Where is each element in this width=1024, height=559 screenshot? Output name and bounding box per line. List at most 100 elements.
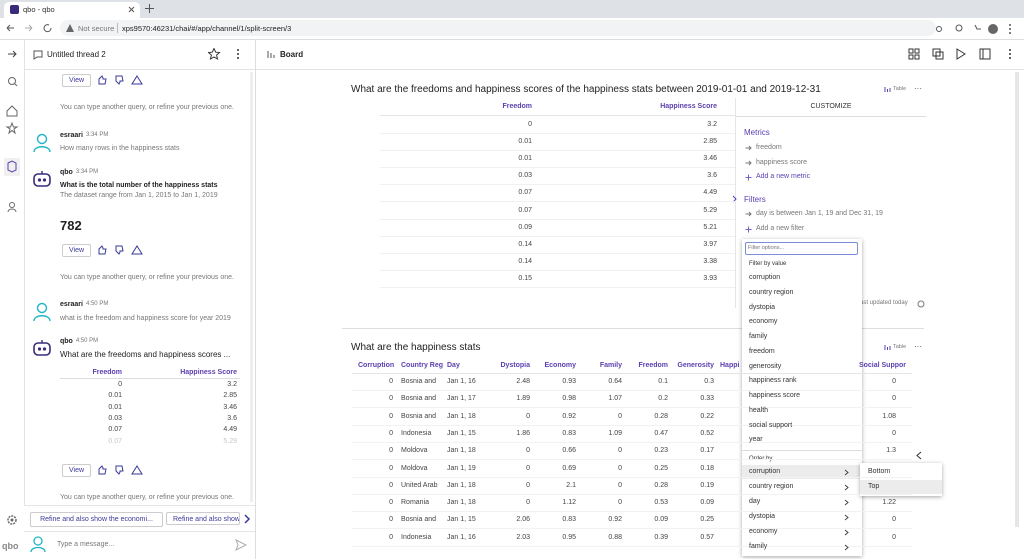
tab-close[interactable] (128, 6, 135, 13)
table-cell: 0.88 (608, 533, 622, 541)
table-cell: Indonesia (401, 429, 432, 437)
settings-icon[interactable] (6, 514, 18, 526)
card-title: What are the freedoms and happiness scor… (351, 84, 821, 95)
board-actions[interactable] (908, 48, 1018, 61)
menu-item[interactable]: corruption (749, 274, 781, 281)
row-line (352, 390, 912, 391)
new-tab[interactable] (145, 4, 154, 13)
metric-item: freedom (756, 144, 782, 151)
table-cell: 0.33 (700, 395, 714, 403)
table-cell: 0.28 (654, 412, 668, 420)
menu-item[interactable]: happiness score (749, 392, 800, 399)
view-button[interactable]: View (62, 74, 91, 87)
submenu-chevron (844, 529, 849, 535)
table-cell: Bosnia and (401, 412, 437, 420)
row-line (380, 218, 735, 220)
table-cell: 1.09 (608, 429, 622, 437)
menu-item[interactable]: generosity (749, 362, 782, 370)
bot-question: What are the freedoms and happiness scor… (60, 350, 231, 359)
row-line (352, 511, 912, 513)
menu-item[interactable]: freedom (749, 347, 775, 355)
card-menu[interactable]: ··· (914, 84, 922, 93)
menu-item[interactable]: economy (749, 318, 778, 326)
table-cell: 0.95 (562, 533, 576, 541)
menu-item[interactable]: family (749, 542, 768, 550)
table-cell: 0.01 (518, 138, 532, 146)
table-cell: Indonesia (401, 533, 432, 541)
row-line (352, 407, 912, 409)
view-button[interactable]: View (62, 464, 91, 477)
filter-search[interactable] (745, 242, 858, 255)
table-cell: Jan 1, 19 (447, 464, 476, 472)
table-cell: 0 (618, 447, 622, 455)
table-cell: 0 (526, 447, 530, 455)
board-title: Board (280, 50, 304, 59)
menu-item[interactable]: country region (749, 288, 794, 296)
table-cell: 0.18 (700, 464, 714, 472)
table-cell: 0 (389, 447, 393, 455)
rail-icons[interactable] (4, 48, 20, 218)
active-tab[interactable] (4, 2, 140, 18)
table-cell: 4.49 (703, 189, 717, 197)
view-button[interactable]: View (62, 244, 91, 257)
collapse-chevron[interactable] (915, 451, 923, 460)
menu-item[interactable]: health (749, 406, 769, 414)
thread-actions[interactable] (208, 48, 244, 60)
menu-item[interactable]: family (749, 333, 768, 340)
menu-item[interactable]: social support (749, 421, 793, 429)
menu-item[interactable]: happiness rank (749, 377, 797, 385)
feedback-icons[interactable] (97, 75, 145, 85)
row-line (380, 252, 735, 254)
divider (24, 531, 255, 532)
view-icon (884, 345, 891, 350)
menu-item[interactable]: economy (749, 527, 778, 535)
browser-actions[interactable] (935, 22, 1020, 36)
nav-buttons[interactable] (5, 23, 55, 33)
plus-icon (745, 174, 752, 181)
omnibox[interactable] (60, 20, 936, 36)
table-cell: 2.06 (516, 516, 530, 524)
table-cell: 0.07 (518, 206, 532, 214)
table-cell: 0.07 (518, 189, 532, 197)
add-filter[interactable]: Add a new filter (756, 225, 805, 232)
table-cell: 4.49 (223, 426, 237, 434)
submenu-item[interactable]: Top (868, 483, 880, 490)
menu-item[interactable]: dystopia (749, 512, 776, 520)
row-line (380, 133, 735, 134)
card-menu[interactable]: ··· (914, 342, 922, 351)
table-cell: 0.93 (562, 378, 576, 385)
suggestion-next[interactable] (241, 512, 253, 526)
view-label[interactable]: Table (893, 86, 907, 92)
menu-item[interactable]: corruption (749, 468, 781, 475)
feedback-icons[interactable] (97, 465, 145, 475)
board-scrollbar (1015, 72, 1019, 527)
table-header: Freedom (502, 103, 532, 110)
table-cell: 0.23 (654, 447, 668, 455)
bot-avatar (33, 340, 51, 356)
table-header: Freedom (638, 362, 668, 369)
add-metric[interactable]: Add a new metric (756, 173, 811, 180)
table-cell: 0.47 (654, 429, 668, 437)
customize-tab[interactable]: CUSTOMIZE (810, 103, 852, 110)
suggestion-chip[interactable]: Refine and also show (166, 512, 240, 525)
menu-item[interactable]: day (749, 497, 761, 505)
menu-item[interactable]: dystopia (749, 303, 776, 311)
send-button[interactable] (235, 539, 247, 551)
message-input[interactable]: Type a message... (57, 541, 115, 548)
table-cell: 3.2 (227, 381, 237, 388)
menu-item[interactable]: country region (749, 482, 794, 490)
table-cell: Romania (401, 499, 430, 507)
table-cell: 0.92 (608, 516, 622, 524)
submenu-item[interactable]: Bottom (868, 468, 891, 475)
table-cell: 0.01 (108, 392, 122, 400)
view-label[interactable]: Table (893, 344, 907, 350)
submenu-chevron (844, 514, 849, 521)
table-cell: Jan 1, 15 (447, 516, 476, 524)
suggestion-chip[interactable]: Refine and also show the economi... (30, 512, 163, 527)
table-cell: 0 (389, 533, 393, 541)
menu-item[interactable]: year (749, 436, 763, 444)
table-cell: 0.14 (518, 240, 532, 248)
feedback-icons[interactable] (97, 245, 145, 255)
table-cell: 1.86 (516, 429, 530, 437)
board-icon (267, 51, 275, 58)
